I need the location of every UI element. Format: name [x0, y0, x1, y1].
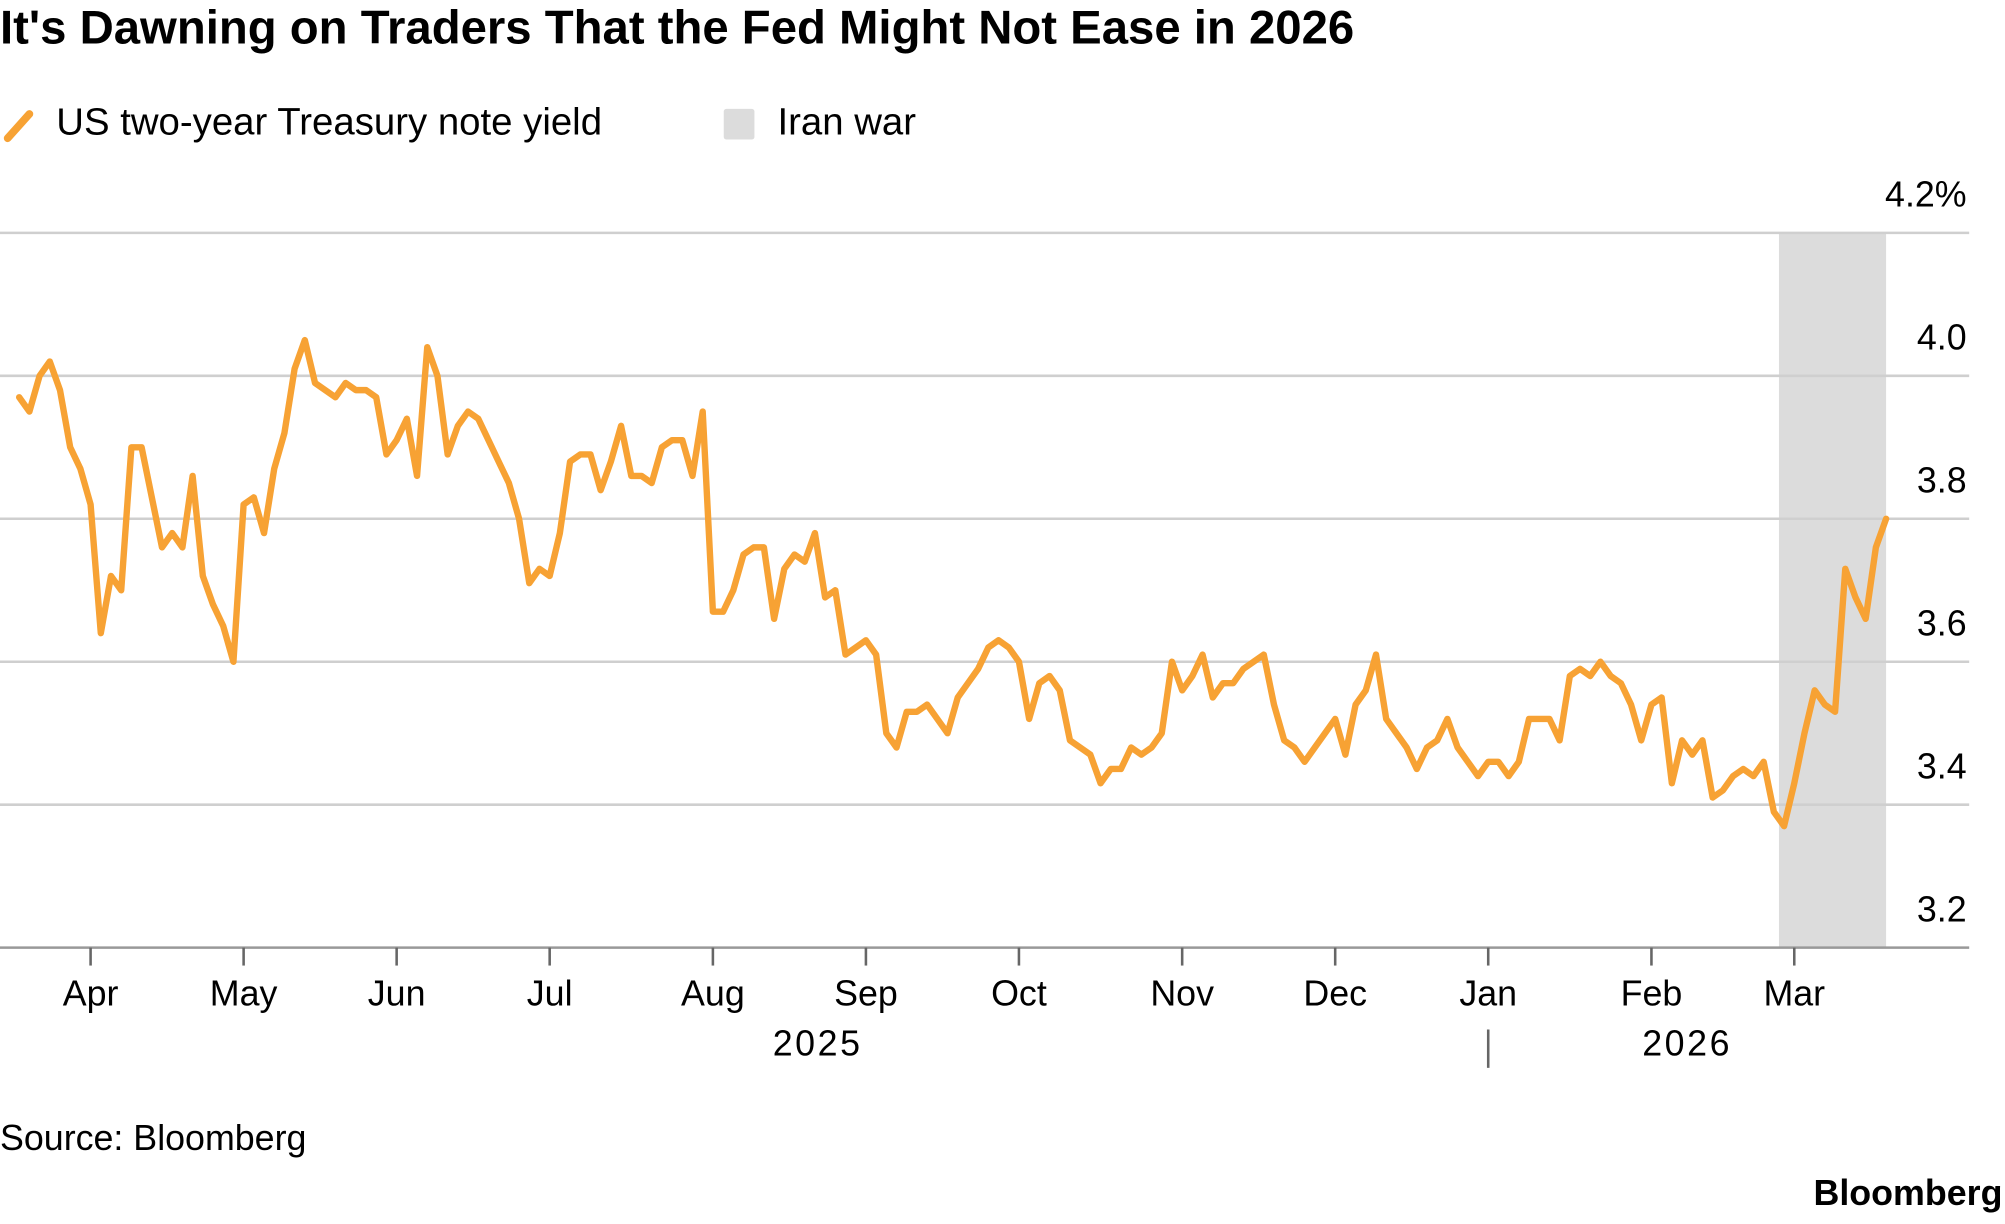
- legend-swatch: [3, 110, 34, 143]
- x-tick-label: Dec: [1303, 974, 1367, 1014]
- chart-title: It's Dawning on Traders That the Fed Mig…: [0, 1, 1354, 54]
- x-tick-label: Jul: [527, 974, 573, 1014]
- legend-label: US two-year Treasury note yield: [56, 100, 602, 143]
- x-tick-label: Apr: [63, 974, 119, 1014]
- y-tick-label: 3.8: [1917, 460, 1967, 500]
- source: Source: Bloomberg: [0, 1118, 306, 1158]
- y-tick-label: 3.4: [1917, 746, 1967, 786]
- x-tick-label: Mar: [1763, 974, 1825, 1014]
- x-tick-label: Jan: [1459, 974, 1517, 1014]
- x-tick-label: May: [210, 974, 278, 1014]
- x-tick-label: Aug: [681, 974, 745, 1014]
- year-label: 2025: [773, 1024, 863, 1064]
- brand: Bloomberg: [1814, 1173, 2003, 1213]
- legend-swatch: [723, 108, 755, 140]
- y-tick-label: 3.2: [1917, 889, 1967, 929]
- x-tick-label: Feb: [1621, 974, 1683, 1014]
- x-tick-label: Sep: [834, 974, 898, 1014]
- x-tick-label: Jun: [368, 974, 426, 1014]
- y-tick-label: 4.2%: [1885, 175, 1967, 215]
- x-tick-label: Nov: [1150, 974, 1214, 1014]
- y-tick-label: 3.6: [1917, 603, 1967, 643]
- x-tick-label: Oct: [991, 974, 1047, 1014]
- data-line: [15, 336, 1890, 830]
- y-tick-label: 4.0: [1917, 317, 1967, 357]
- year-label: 2026: [1642, 1024, 1732, 1064]
- legend-label: Iran war: [777, 100, 916, 143]
